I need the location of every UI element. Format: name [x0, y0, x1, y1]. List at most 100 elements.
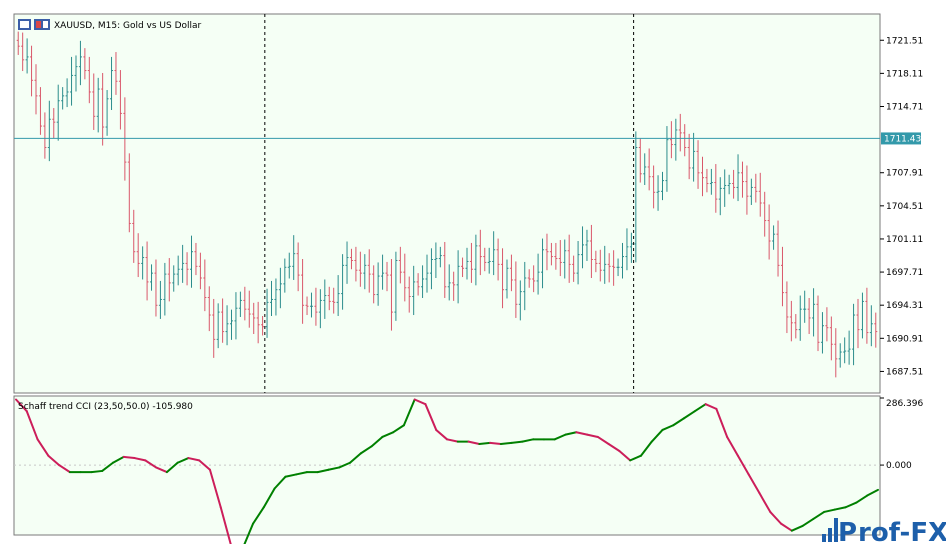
candle [723, 169, 727, 207]
candle [407, 276, 411, 313]
candle [772, 225, 776, 250]
candle [527, 269, 531, 288]
candle [136, 233, 140, 278]
candle [798, 295, 802, 341]
cci-segment [392, 424, 405, 434]
candle [230, 309, 233, 340]
cci-segment [198, 459, 211, 471]
candle [856, 298, 860, 349]
candle [172, 265, 176, 292]
cci-segment [650, 428, 664, 443]
candle [820, 312, 824, 354]
candle [167, 258, 171, 302]
cci-segment [349, 452, 362, 464]
candle [767, 204, 771, 260]
cci-segment [219, 506, 232, 544]
cci-segment [812, 510, 826, 520]
cci-segment [478, 441, 492, 445]
cci-segment [36, 438, 50, 457]
candle [163, 262, 167, 316]
candle [96, 77, 100, 133]
candle [545, 233, 549, 271]
price-axis: 1721.51 1718.11 1714.71 1707.91 1704.51 1701.… [880, 36, 923, 471]
candle [572, 255, 576, 282]
candle [314, 287, 318, 326]
price-label: 1718.11 [886, 69, 923, 79]
cci-segment [446, 438, 459, 443]
candle [518, 280, 522, 321]
cci-segment [273, 475, 287, 490]
cci-segment [510, 440, 524, 444]
candle [461, 257, 465, 278]
candle [452, 271, 456, 301]
candle [296, 242, 300, 292]
price-label: 1687.51 [886, 367, 923, 377]
candle [52, 108, 56, 139]
candle [429, 248, 433, 290]
candle [150, 264, 154, 291]
candle [732, 169, 736, 199]
candle [212, 298, 216, 358]
candle [367, 249, 371, 293]
candle [661, 171, 664, 201]
candle [847, 330, 851, 365]
candle [274, 278, 278, 316]
candle [389, 259, 393, 331]
cci-segment [252, 506, 265, 525]
cci-segment [243, 522, 255, 544]
cci-segment [327, 466, 341, 471]
candle [83, 48, 87, 80]
cci-segment [284, 473, 298, 478]
candle [789, 300, 793, 342]
cci-segment [790, 524, 804, 532]
candle [243, 286, 247, 321]
candle [252, 302, 256, 335]
candle [776, 220, 780, 277]
cci-segment [370, 435, 384, 448]
cci-segment [208, 468, 222, 509]
candle [634, 131, 638, 263]
candle [123, 97, 127, 181]
candle [185, 252, 189, 286]
candle [238, 291, 242, 317]
candle [381, 254, 385, 290]
cci-segment [661, 424, 675, 431]
candle [607, 253, 611, 283]
symbol-icon [34, 19, 50, 30]
candle [563, 239, 567, 279]
candle [598, 249, 602, 282]
candle [456, 250, 460, 304]
candle [678, 113, 682, 152]
cci-segment [758, 492, 772, 513]
candle [403, 253, 407, 302]
candle [145, 241, 149, 301]
candle [834, 328, 838, 378]
candle [278, 267, 282, 309]
candle [647, 148, 651, 191]
candle [25, 38, 29, 74]
candle [478, 229, 482, 276]
candle [354, 246, 358, 282]
candle [92, 73, 96, 130]
cci-segment [15, 398, 28, 413]
indicator-layer [14, 398, 880, 544]
price-label: 1704.51 [886, 202, 923, 212]
cci-segment [101, 461, 114, 472]
candle [443, 241, 447, 298]
cci-segment [176, 457, 190, 464]
candle [332, 287, 336, 314]
candle [514, 261, 518, 318]
candle [736, 154, 740, 202]
candle [190, 235, 194, 288]
candle [785, 281, 789, 334]
symbol-title: XAUUSD, M15: Gold vs US Dollar [54, 21, 202, 31]
cci-segment [413, 398, 427, 406]
brand-bar-1 [822, 534, 826, 542]
cci-segment [801, 517, 815, 527]
candle [683, 124, 687, 157]
candle [794, 314, 798, 339]
cci-segment [618, 450, 632, 462]
cci-segment [435, 428, 448, 441]
candle [43, 112, 47, 159]
main-chart-panel[interactable] [13, 13, 881, 394]
